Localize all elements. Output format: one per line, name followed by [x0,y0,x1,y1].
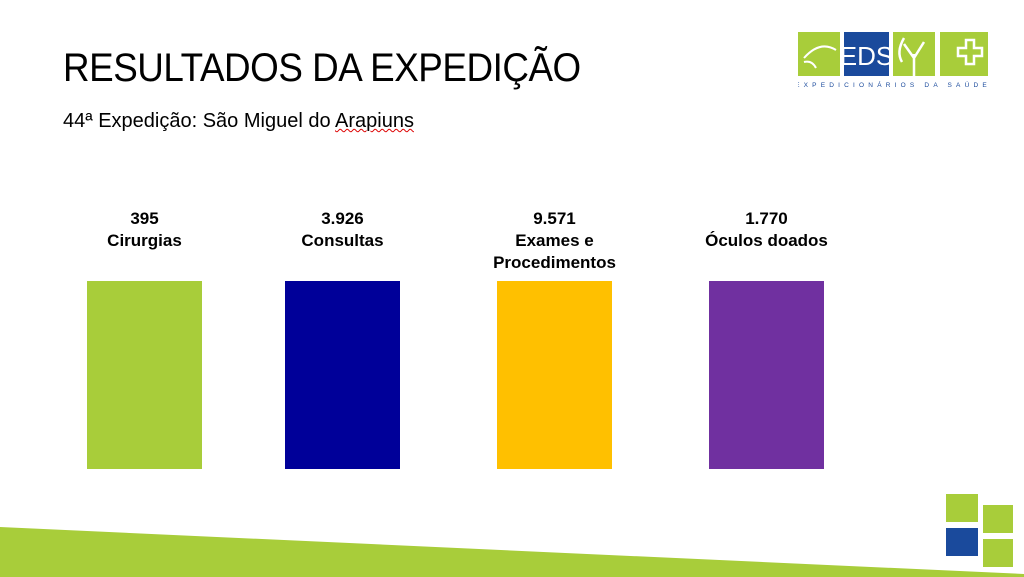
stat-caption: Consultas [301,231,384,250]
stat-value: 9.571 [533,209,576,228]
stat-label: 3.926 Consultas [243,208,443,252]
stat-value: 3.926 [321,209,364,228]
stat-value: 395 [130,209,159,228]
stat-block [497,281,612,469]
stat-block [709,281,824,469]
logo-tagline: EXPEDICIONÁRIOS DA SAÚDE [798,80,988,89]
stat-block [285,281,400,469]
decor-square [946,528,978,556]
decor-square [946,494,978,522]
stat-caption: Cirurgias [107,231,182,250]
eds-logo: EDS EXPEDICIONÁRIOS DA SAÚDE [798,32,988,89]
stat-value: 1.770 [745,209,788,228]
decor-square [983,539,1013,567]
logo-text: EDS [840,41,893,71]
stat-label: 1.770 Óculos doados [667,208,867,252]
stat-label: 9.571 Exames e Procedimentos [455,208,655,274]
stat-label: 395 Cirurgias [45,208,245,252]
stat-caption: Exames e Procedimentos [493,231,616,272]
subtitle-text: 44ª Expedição: São Miguel do [63,110,336,132]
slide-title: RESULTADOS DA EXPEDIÇÃO [63,46,581,90]
slide-subtitle: 44ª Expedição: São Miguel do Arapiuns [63,110,414,133]
decor-square [983,505,1013,533]
stat-caption: Óculos doados [705,231,828,250]
subtitle-place: Arapiuns [335,110,414,132]
stat-block [87,281,202,469]
